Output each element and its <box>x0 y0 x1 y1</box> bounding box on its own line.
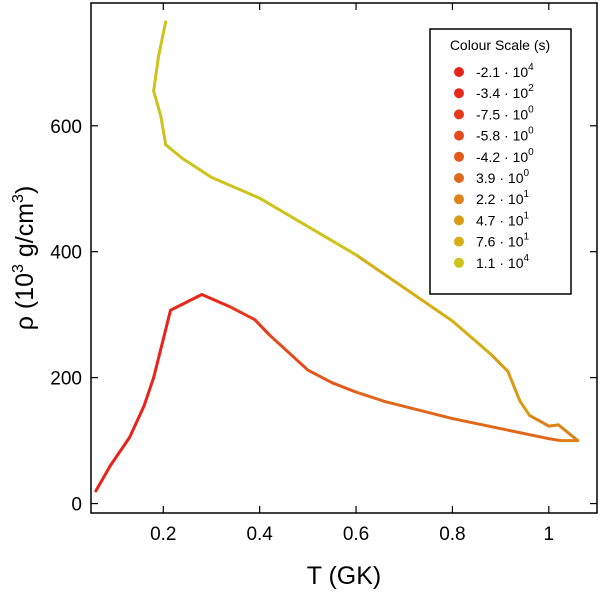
plot-frame <box>90 2 598 514</box>
trajectory-segment <box>267 333 291 354</box>
trajectory-segment <box>169 293 204 312</box>
legend-label: 7.6 · 101 <box>476 232 529 250</box>
x-tick-label: 1 <box>544 524 555 545</box>
legend-label: 3.9 · 100 <box>476 168 529 186</box>
trajectory-segment <box>128 404 146 439</box>
trajectory-segment <box>306 368 334 385</box>
legend-marker <box>454 257 464 268</box>
data-series <box>94 20 580 493</box>
y-tick-label: 400 <box>50 243 82 264</box>
trajectory-segment <box>108 435 132 468</box>
trajectory-segment <box>450 417 551 441</box>
legend-marker <box>454 130 464 141</box>
trajectory-segment <box>142 376 156 408</box>
x-tick-label: 0.6 <box>343 524 369 545</box>
trajectory-segment <box>547 437 563 443</box>
x-axis-title: T (GK) <box>307 562 382 590</box>
trajectory-segment <box>506 369 522 403</box>
trajectory-segment <box>383 400 454 421</box>
legend-marker <box>454 67 464 77</box>
trajectory-segment <box>94 464 112 493</box>
trajectory-segment <box>253 318 271 337</box>
legend-marker <box>454 236 464 247</box>
legend-label: 1.1 · 104 <box>476 253 529 271</box>
legend-marker <box>454 109 464 120</box>
trajectory-segment <box>489 352 510 373</box>
legend-entries: -2.1 · 104 -3.4 · 102 -7.5 · 100 -5.8 · 100… <box>454 62 534 271</box>
legend-label: -5.8 · 100 <box>476 126 534 144</box>
legend-label: -3.4 · 102 <box>476 83 534 101</box>
trajectory-segment <box>152 308 173 380</box>
trajectory-segment <box>354 390 387 404</box>
trajectory-segment <box>287 350 310 372</box>
trajectory-segment <box>229 305 257 322</box>
trajectory-segment <box>209 175 262 200</box>
legend-label: -2.1 · 104 <box>476 62 534 80</box>
legend-marker <box>454 215 464 226</box>
legend: Colour Scale (s) -2.1 · 104 -3.4 · 102 -7.… <box>429 28 572 295</box>
y-tick-label: 0 <box>71 495 82 516</box>
legend-label: 4.7 · 101 <box>476 210 529 228</box>
trajectory-segment <box>258 196 358 257</box>
y-tick-label: 200 <box>50 369 82 390</box>
legend-label: 2.2 · 101 <box>476 189 529 207</box>
trajectory-segment <box>528 413 551 428</box>
trajectory-segment <box>152 89 163 118</box>
trajectory-segment <box>450 319 493 356</box>
legend-title: Colour Scale (s) <box>450 37 550 53</box>
legend-marker <box>454 88 464 99</box>
trajectory-segment <box>181 157 213 179</box>
legend-label: -4.2 · 100 <box>476 147 534 165</box>
x-tick-label: 0.2 <box>150 524 176 545</box>
trajectory-segment <box>354 253 454 323</box>
legend-marker <box>454 151 464 162</box>
trajectory-segment <box>330 381 358 394</box>
trajectory-segment <box>159 114 168 147</box>
trajectory-segment <box>164 143 185 161</box>
trajectory-segment <box>152 55 160 93</box>
trajectory-segment <box>518 399 532 417</box>
y-axis-title: ρ (103 g/cm3) <box>10 186 39 331</box>
legend-box <box>429 28 572 295</box>
trajectory-segment <box>156 20 168 59</box>
x-tick-label: 0.8 <box>439 524 465 545</box>
axis-ticks: 0.2 0.4 0.6 0.8 1 0 200 400 600 <box>50 3 597 545</box>
y-tick-label: 600 <box>50 117 82 138</box>
trajectory-segment <box>200 293 233 309</box>
trajectory-segment <box>556 423 580 443</box>
legend-marker <box>454 194 464 205</box>
x-tick-label: 0.4 <box>246 524 273 545</box>
legend-marker <box>454 173 464 183</box>
legend-label: -7.5 · 100 <box>476 104 534 122</box>
trajectory-segment <box>547 423 560 428</box>
